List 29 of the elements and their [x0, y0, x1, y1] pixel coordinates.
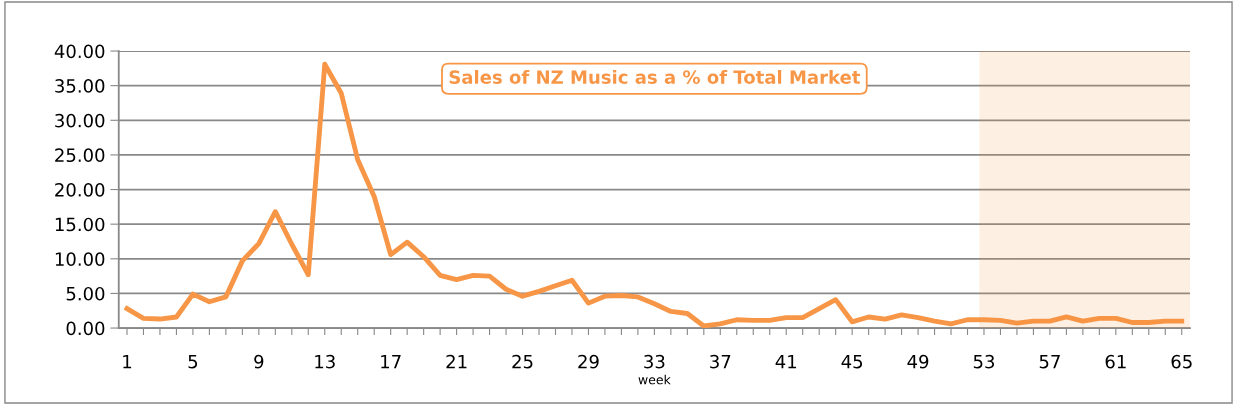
y-tick-label: 40.00 — [54, 44, 105, 59]
y-tick-label: 0.00 — [66, 321, 105, 336]
y-tick-label: 35.00 — [55, 79, 105, 93]
y-tick-label: 20.00 — [55, 183, 105, 197]
x-tick-label: 61 — [1105, 354, 1126, 369]
y-tick-label: 25.00 — [55, 148, 105, 163]
text: Sales of NZ Music as a % of Total Market — [449, 69, 861, 84]
x-tick-label: 45 — [841, 354, 863, 369]
x-tick-label: 25 — [512, 354, 533, 369]
x-tick-label: 13 — [315, 354, 335, 369]
y-tick-label: 30.00 — [55, 113, 105, 128]
x-tick-label: 1 — [123, 354, 132, 369]
y-tick-label: 10.00 — [55, 252, 105, 266]
x-tick-label: 53 — [973, 354, 995, 369]
x-tick-label: 41 — [775, 354, 797, 369]
x-tick-label: 17 — [381, 354, 401, 369]
y-tick-label: 15.00 — [55, 217, 105, 232]
x-tick-label: 37 — [710, 354, 731, 369]
x-axis-title: week — [638, 374, 671, 385]
line-series — [124, 61, 1185, 329]
y-tick-label: 5.00 — [66, 286, 105, 301]
x-tick-label: 29 — [578, 354, 599, 369]
x-tick-label: 9 — [254, 354, 264, 369]
x-tick-label: 65 — [1171, 354, 1192, 369]
x-tick-label: 5 — [188, 354, 198, 369]
x-tick-label: 21 — [446, 354, 467, 369]
x-tick-label: 33 — [644, 354, 665, 369]
x-tick-label: 49 — [907, 354, 929, 369]
x-tick-label: 57 — [1039, 354, 1060, 369]
